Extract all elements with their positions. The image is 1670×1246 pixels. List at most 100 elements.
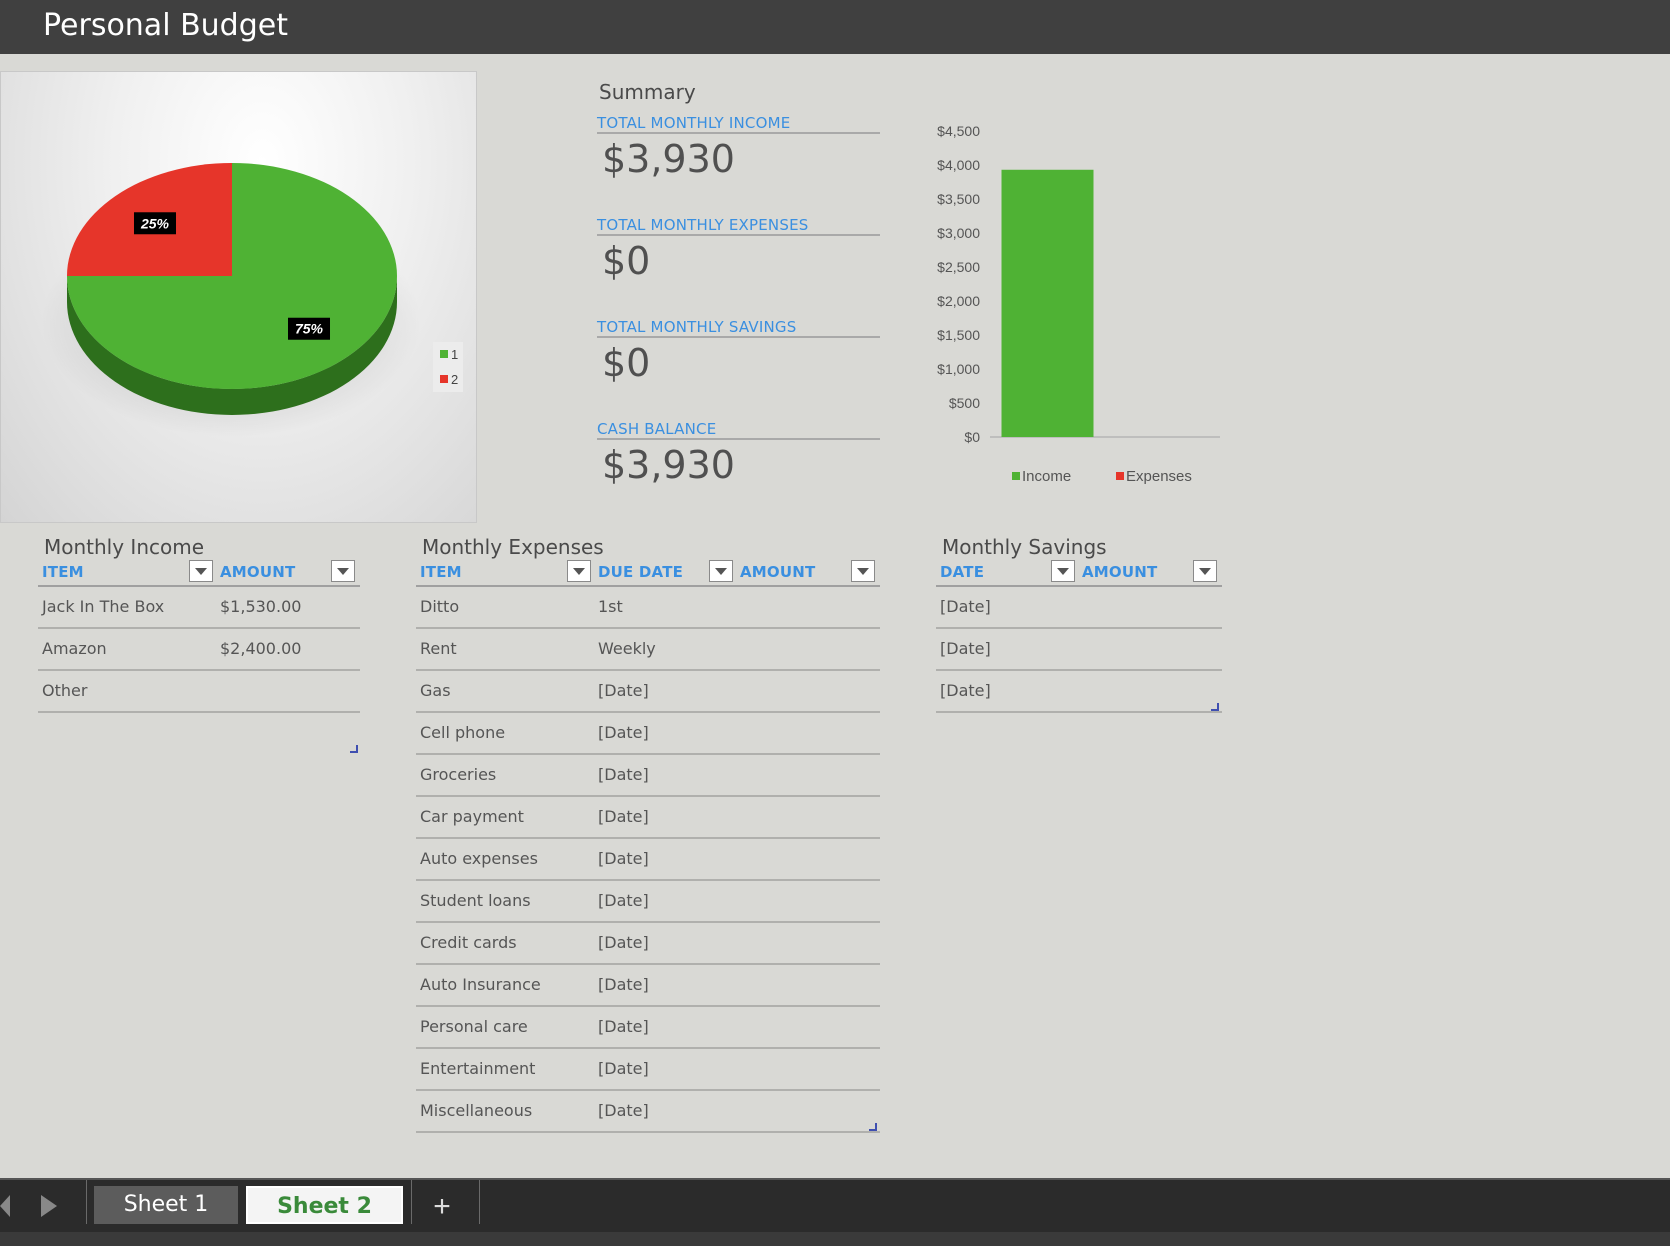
expenses-table-cell[interactable]: Auto expenses (420, 849, 538, 868)
bar-chart[interactable]: $0 $500 $1,000 $1,500 $2,000 $2,500 $3,000 $3,5… (920, 110, 1230, 505)
income-table-cell[interactable]: Amazon (42, 639, 107, 658)
income-table-cell[interactable]: $1,530.00 (220, 597, 302, 616)
total-income-value: $3,930 (602, 137, 735, 181)
income-table-cell[interactable]: Jack In The Box (42, 597, 165, 616)
expenses-table-cell[interactable]: Gas (420, 681, 451, 700)
savings-header-divider (936, 585, 1222, 587)
table-row-divider (416, 963, 880, 965)
table-row-divider (936, 669, 1222, 671)
expenses-header-divider (416, 585, 880, 587)
table-row-divider (416, 837, 880, 839)
expenses-table-cell[interactable]: Groceries (420, 765, 497, 784)
pie-legend-swatch-2 (440, 375, 448, 383)
pie-chart[interactable]: 75% 25% 1 2 (0, 71, 477, 523)
expenses-table-cell[interactable]: [Date] (598, 849, 649, 868)
pie-data-label-1: 75% (288, 317, 331, 340)
pie-slice-side-1 (67, 276, 397, 415)
y-tick-label: $3,500 (937, 191, 980, 207)
title-bar: Personal Budget (0, 0, 1670, 54)
bar-legend-swatch-expenses (1116, 472, 1124, 480)
income-table-cell[interactable]: Other (42, 681, 88, 700)
expenses-table-cell[interactable]: [Date] (598, 1101, 649, 1120)
expenses-table-cell[interactable]: [Date] (598, 933, 649, 952)
y-tick-label: $4,500 (937, 123, 980, 139)
scroll-tabs-right-icon[interactable] (41, 1195, 57, 1217)
y-tick-label: $2,500 (937, 259, 980, 275)
income-table-resize-handle[interactable] (350, 745, 358, 753)
tab-separator (411, 1180, 412, 1224)
expenses-due-date-filter-button[interactable] (709, 560, 733, 582)
income-amount-filter-button[interactable] (331, 560, 355, 582)
expenses-item-filter-button[interactable] (567, 560, 591, 582)
savings-header-date: DATE (940, 563, 985, 581)
tab-separator (86, 1180, 87, 1224)
savings-table-cell[interactable]: [Date] (940, 597, 991, 616)
expenses-table-cell[interactable]: [Date] (598, 1059, 649, 1078)
pie-legend-label-1: 1 (451, 347, 458, 362)
expenses-table-cell[interactable]: [Date] (598, 1017, 649, 1036)
expenses-table-cell[interactable]: Weekly (598, 639, 656, 658)
pie-chart-svg: 75% 25% 1 2 (41, 163, 463, 437)
pie-legend-swatch-1 (440, 350, 448, 358)
expenses-table-cell[interactable]: Miscellaneous (420, 1101, 533, 1120)
pie-data-label-text: 25% (140, 215, 170, 231)
bar-chart-svg: $0 $500 $1,000 $1,500 $2,000 $2,500 $3,000 $3,5… (937, 123, 1220, 485)
expenses-table-cell[interactable]: 1st (598, 597, 623, 616)
expenses-header-amount: AMOUNT (740, 563, 816, 581)
savings-header-amount: AMOUNT (1082, 563, 1158, 581)
expenses-table-cell[interactable]: Rent (420, 639, 457, 658)
pie-legend-box (433, 342, 463, 392)
savings-table-resize-handle[interactable] (1211, 703, 1219, 711)
page-title: Personal Budget (43, 8, 288, 43)
total-income-label: TOTAL MONTHLY INCOME (597, 114, 880, 134)
pie-data-label-bg (288, 317, 331, 340)
tab-sheet-1[interactable]: Sheet 1 (94, 1186, 238, 1224)
add-sheet-button[interactable]: + (433, 1190, 451, 1223)
table-row-divider (416, 795, 880, 797)
cash-balance-value: $3,930 (602, 443, 735, 487)
table-row-divider (38, 669, 360, 671)
table-row-divider (936, 627, 1222, 629)
expenses-table-cell[interactable]: Credit cards (420, 933, 517, 952)
summary-title: Summary (599, 80, 696, 104)
table-row-divider (416, 711, 880, 713)
expenses-table-cell[interactable]: [Date] (598, 891, 649, 910)
expenses-table-cell[interactable]: [Date] (598, 765, 649, 784)
expenses-header-item: ITEM (420, 563, 462, 581)
expenses-table-cell[interactable]: Auto Insurance (420, 975, 541, 994)
income-item-filter-button[interactable] (189, 560, 213, 582)
total-savings-value: $0 (602, 341, 651, 385)
expenses-table-cell[interactable]: [Date] (598, 807, 649, 826)
savings-table-cell[interactable]: [Date] (940, 681, 991, 700)
table-row-divider (416, 1089, 880, 1091)
savings-table-cell[interactable]: [Date] (940, 639, 991, 658)
expenses-table-resize-handle[interactable] (869, 1123, 877, 1131)
table-row-divider (38, 711, 360, 713)
tab-sheet-2[interactable]: Sheet 2 (246, 1186, 403, 1224)
expenses-table-cell[interactable]: Cell phone (420, 723, 506, 742)
expenses-table-cell[interactable]: Car payment (420, 807, 524, 826)
total-savings-label: TOTAL MONTHLY SAVINGS (597, 318, 880, 338)
expenses-table-cell[interactable]: [Date] (598, 975, 649, 994)
savings-date-filter-button[interactable] (1051, 560, 1075, 582)
expenses-table-cell[interactable]: Student loans (420, 891, 531, 910)
income-header-divider (38, 585, 360, 587)
expenses-amount-filter-button[interactable] (851, 560, 875, 582)
expenses-table-cell[interactable]: [Date] (598, 723, 649, 742)
y-tick-label: $1,500 (937, 327, 980, 343)
expenses-title: Monthly Expenses (422, 535, 604, 559)
bar-income[interactable] (1001, 169, 1094, 437)
income-table-cell[interactable]: $2,400.00 (220, 639, 302, 658)
expenses-table-cell[interactable]: Personal care (420, 1017, 528, 1036)
income-header-item: ITEM (42, 563, 84, 581)
table-row-divider (416, 669, 880, 671)
expenses-table-cell[interactable]: Entertainment (420, 1059, 536, 1078)
savings-title: Monthly Savings (942, 535, 1107, 559)
total-expenses-value: $0 (602, 239, 651, 283)
savings-amount-filter-button[interactable] (1193, 560, 1217, 582)
y-tick-label: $500 (949, 395, 980, 411)
expenses-table-cell[interactable]: Ditto (420, 597, 460, 616)
scroll-tabs-left-icon[interactable] (0, 1195, 10, 1217)
table-row-divider (416, 879, 880, 881)
expenses-table-cell[interactable]: [Date] (598, 681, 649, 700)
